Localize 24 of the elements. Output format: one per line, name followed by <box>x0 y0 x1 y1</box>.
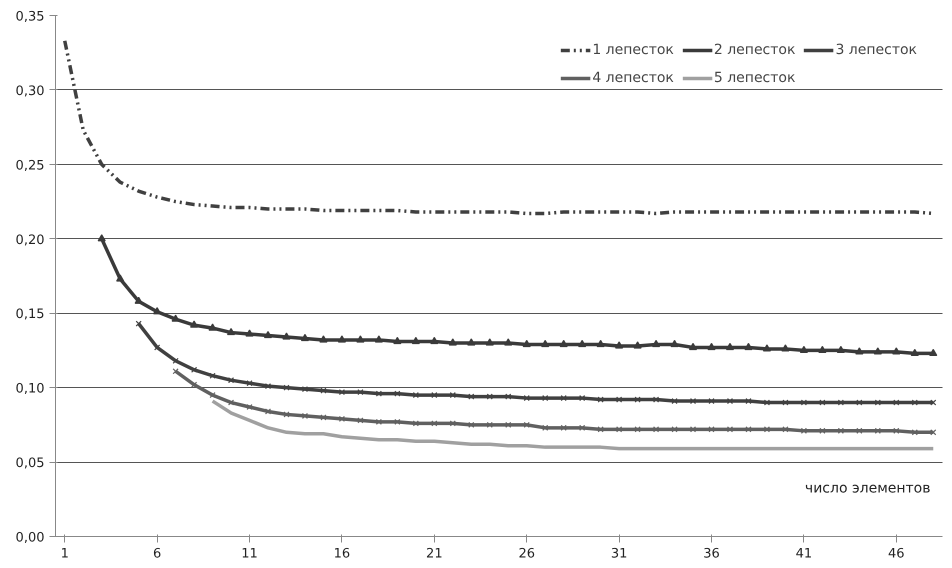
y-tick-label: 0,15 <box>16 307 45 322</box>
x-tick-label: 36 <box>703 546 720 562</box>
y-tick-label: 0,00 <box>16 530 45 546</box>
legend-label: 1 лепесток <box>592 42 674 58</box>
y-tick-label: 0,10 <box>16 382 45 397</box>
y-tick-label: 0,20 <box>16 232 45 248</box>
x-tick-label: 11 <box>241 546 258 562</box>
x-tick-label: 21 <box>426 546 443 562</box>
x-axis-title: число элементов <box>804 480 930 496</box>
x-tick-label: 16 <box>334 546 350 562</box>
x-tick-label: 26 <box>518 546 535 562</box>
x-tick-label: 1 <box>60 546 69 562</box>
legend-label: 2 лепесток <box>714 42 796 58</box>
legend-label: 4 лепесток <box>592 70 674 86</box>
legend-label: 5 лепесток <box>714 70 796 86</box>
x-tick-label: 31 <box>610 546 628 562</box>
y-tick-label: 0,05 <box>16 456 45 472</box>
y-tick-label: 0,35 <box>16 10 45 24</box>
x-tick-label: 41 <box>796 546 812 562</box>
y-tick-label: 0,25 <box>16 158 45 174</box>
x-tick-label: 46 <box>888 546 905 562</box>
legend-label: 3 лепесток <box>835 42 917 58</box>
y-tick-label: 0,30 <box>16 84 45 99</box>
x-tick-label: 6 <box>153 546 162 562</box>
